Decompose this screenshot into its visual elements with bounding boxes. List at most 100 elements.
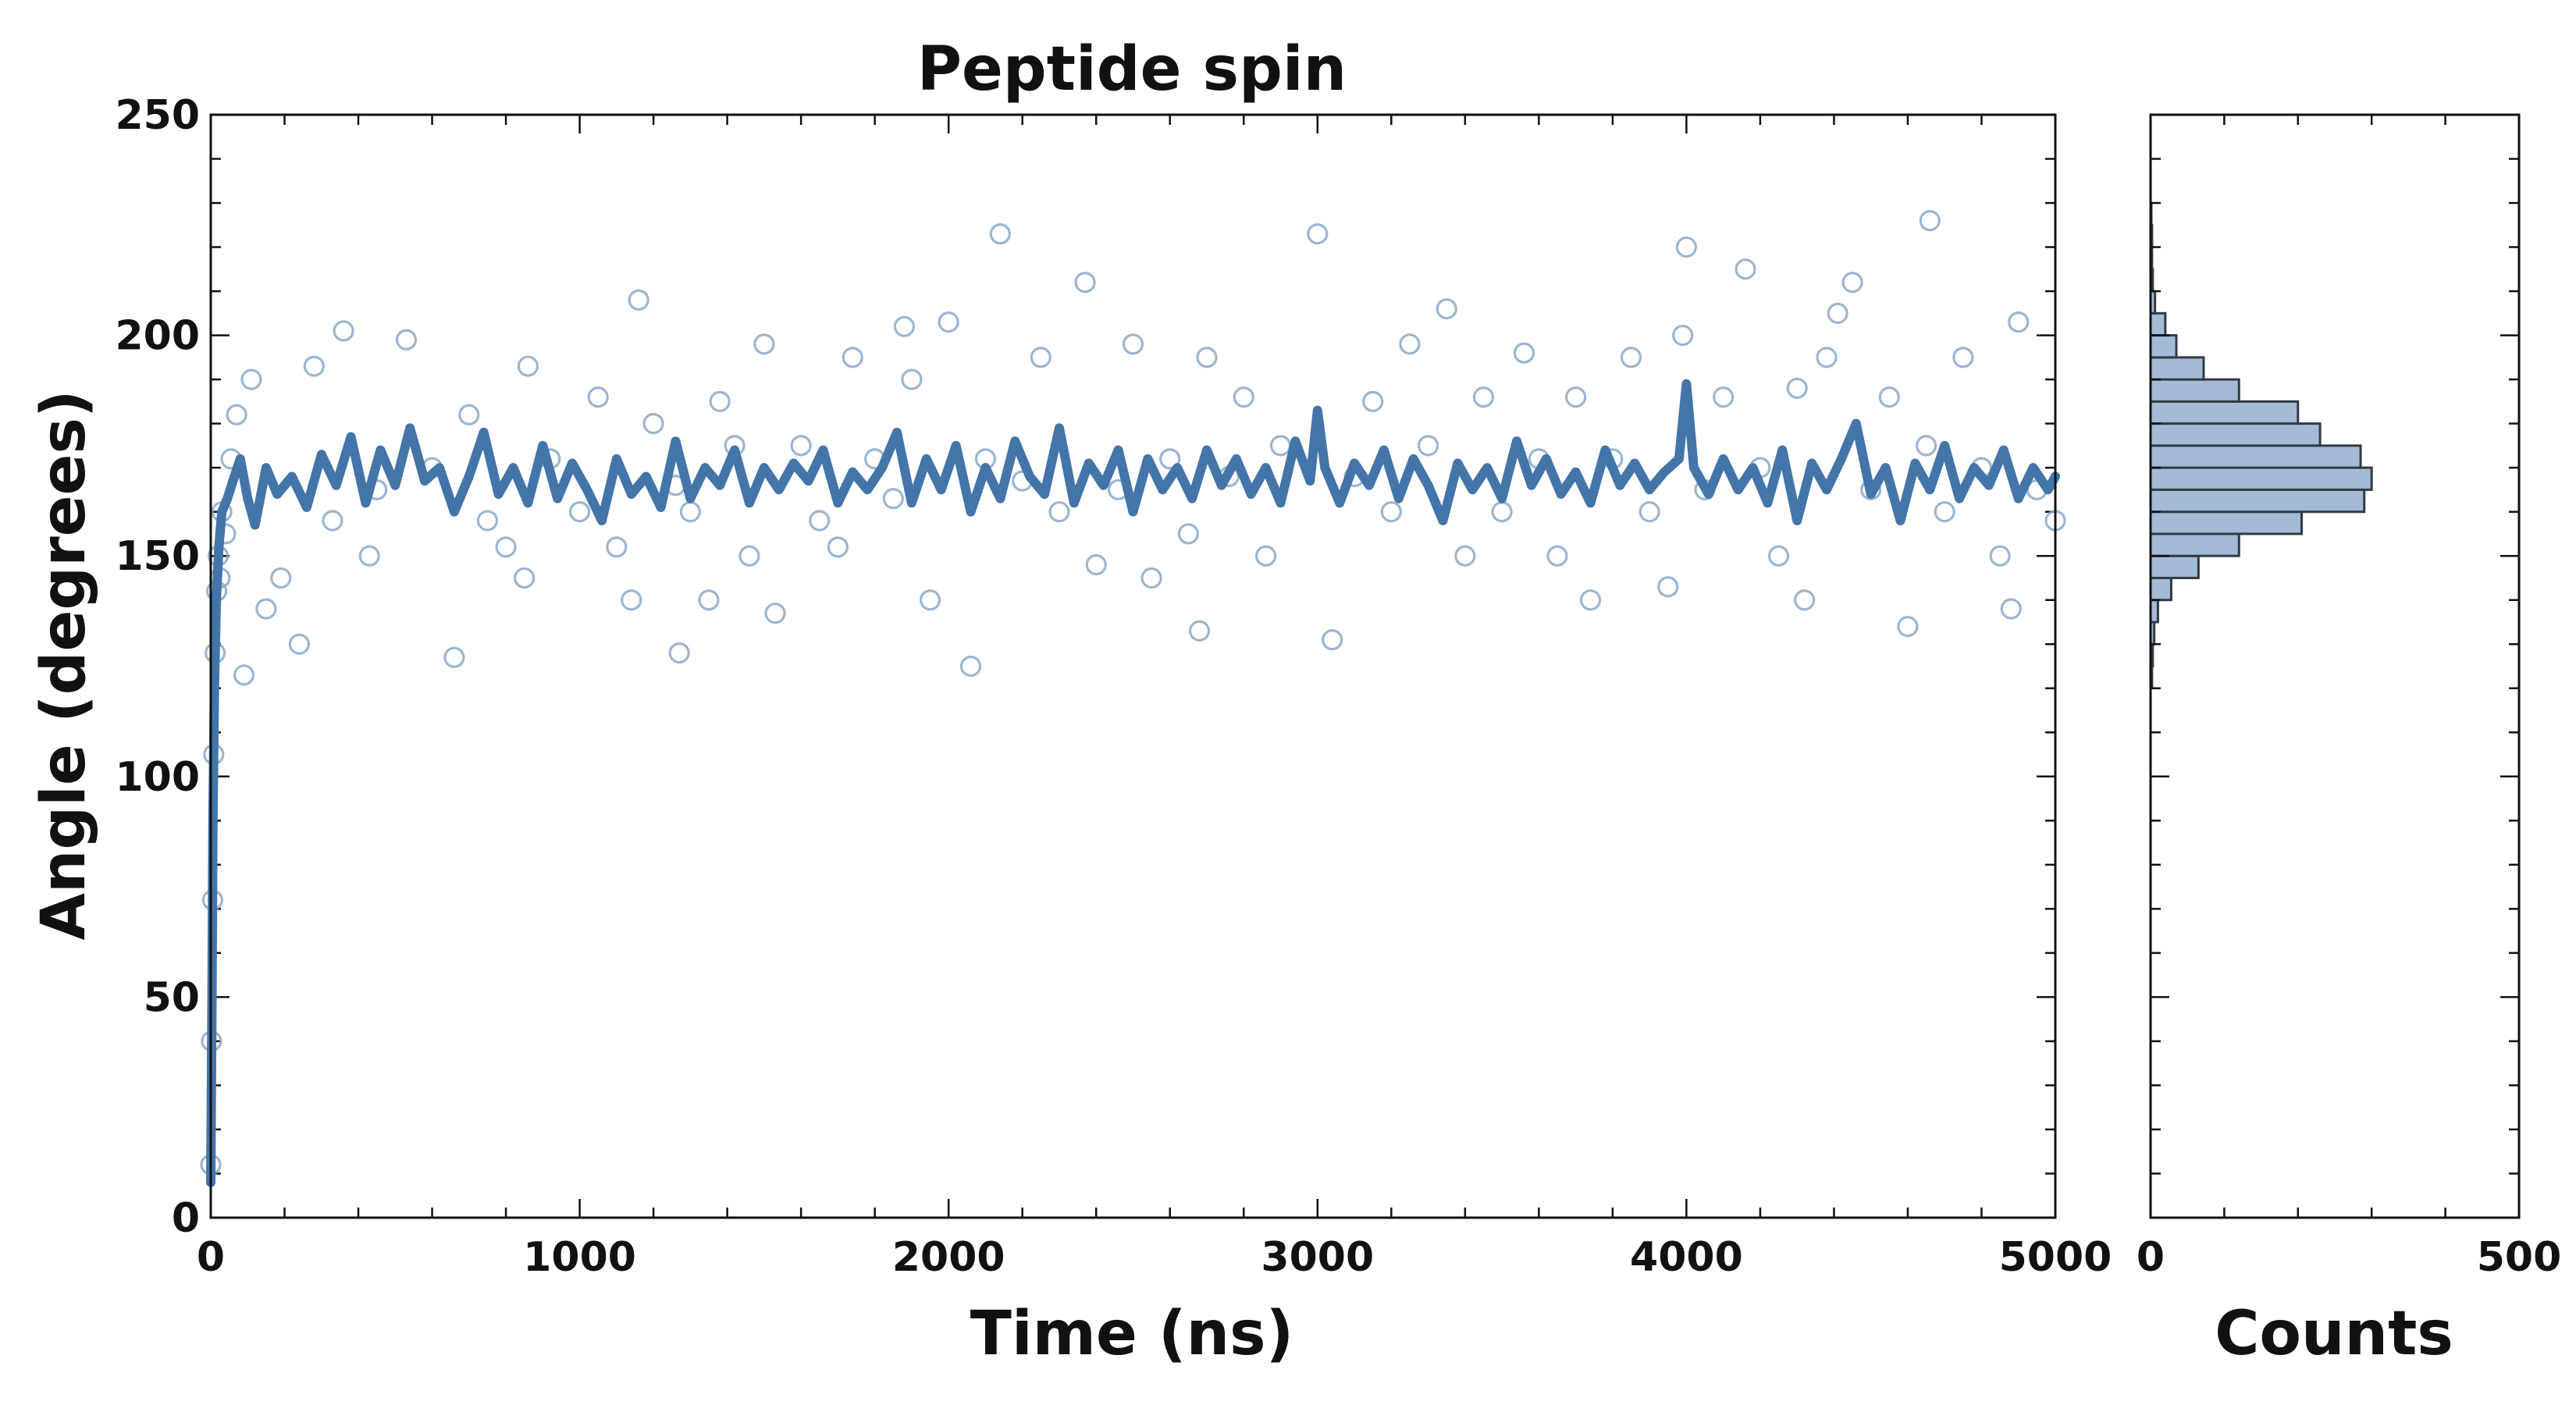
scatter-point xyxy=(443,646,465,668)
x-tick-label: 3000 xyxy=(1261,1234,1374,1281)
scatter-point xyxy=(1672,325,1694,347)
scatter-point xyxy=(1030,347,1051,368)
scatter-point xyxy=(458,404,480,425)
scatter-point xyxy=(1827,302,1848,324)
histogram-bar xyxy=(2149,488,2366,514)
scatter-point xyxy=(233,664,255,686)
scatter-point xyxy=(827,536,849,558)
histogram-bars xyxy=(2149,201,2373,690)
scatter-point xyxy=(1919,210,1941,232)
scatter-point xyxy=(1269,435,1292,457)
histogram-bar xyxy=(2149,422,2322,447)
y-tick-label: 50 xyxy=(144,974,200,1021)
running-average xyxy=(206,379,2060,1187)
scatter-point xyxy=(1085,553,1107,576)
scatter-point xyxy=(1794,589,1816,611)
histogram-frame xyxy=(2149,113,2521,1219)
scatter-point xyxy=(1934,501,1955,523)
hist-x-axis-label: Counts xyxy=(2215,1299,2453,1369)
scatter-point xyxy=(1417,435,1439,457)
scatter-point xyxy=(1362,390,1384,412)
scatter-point xyxy=(1454,545,1476,567)
scatter-point xyxy=(1620,347,1642,368)
scatter-point xyxy=(893,315,916,337)
y-tick-label: 100 xyxy=(115,754,200,801)
x-tick-label: 0 xyxy=(197,1234,225,1281)
scatter-point xyxy=(1380,501,1402,523)
scatter-point xyxy=(606,536,628,558)
histogram-bar xyxy=(2149,554,2200,579)
scatter-point xyxy=(568,501,591,523)
scatter-point xyxy=(514,567,535,589)
scatter-point xyxy=(642,413,664,435)
scatter-point xyxy=(1233,386,1254,408)
scatter-point xyxy=(322,510,343,532)
scatter-point xyxy=(1878,386,1900,408)
scatter-point xyxy=(1177,523,1199,545)
x-tick-label: 4000 xyxy=(1630,1234,1743,1281)
hist-x-tick-label: 500 xyxy=(2477,1234,2562,1281)
histogram-bar xyxy=(2149,378,2240,403)
scatter-point xyxy=(679,501,701,523)
histogram-bar xyxy=(2149,444,2362,469)
x-tick-label: 5000 xyxy=(1999,1234,2112,1281)
scatter-point xyxy=(1399,333,1421,355)
chart-title: Peptide spin xyxy=(917,34,1347,105)
scatter-point xyxy=(1952,347,1974,368)
scatter-point xyxy=(495,536,517,558)
scatter-point xyxy=(882,488,904,510)
y-axis-label: Angle (degrees) xyxy=(29,389,99,940)
scatter-point xyxy=(989,223,1011,245)
scatter-point xyxy=(1841,272,1863,293)
scatter-point xyxy=(288,633,311,655)
scatter-point xyxy=(628,289,649,311)
histogram-bar xyxy=(2149,400,2300,425)
scatter-point xyxy=(1472,386,1495,408)
scatter-point xyxy=(1322,628,1343,651)
scatter-point xyxy=(1074,272,1096,293)
scatter-point xyxy=(1786,377,1808,400)
histogram-bar xyxy=(2149,532,2240,557)
scatter-point xyxy=(303,355,325,377)
scatter-point xyxy=(901,368,923,390)
scatter-point xyxy=(959,655,982,678)
scatter-points xyxy=(200,210,2066,1176)
average-line xyxy=(206,379,2060,1187)
histogram-bar xyxy=(2149,311,2167,337)
scatter-point xyxy=(1255,545,1277,567)
y-tick-label: 200 xyxy=(115,313,200,360)
scatter-point xyxy=(1122,333,1144,355)
scatter-point xyxy=(709,390,731,412)
scatter-point xyxy=(919,589,941,611)
scatter-point xyxy=(1188,620,1211,642)
scatter-point xyxy=(1546,545,1568,567)
histogram-bar xyxy=(2149,334,2178,359)
y-tick-label: 250 xyxy=(115,92,200,139)
scatter-point xyxy=(517,355,539,377)
scatter-point xyxy=(395,329,418,350)
scatter-point xyxy=(358,545,380,567)
scatter-point xyxy=(938,311,959,333)
scatter-point xyxy=(809,510,831,532)
scatter-point xyxy=(1513,342,1535,364)
scatter-point xyxy=(1767,545,1790,567)
scatter-point xyxy=(621,589,642,611)
scatter-point xyxy=(1196,347,1218,368)
scatter-point xyxy=(270,567,292,589)
histogram-bar xyxy=(2149,510,2304,535)
scatter-point xyxy=(668,642,690,664)
scatter-point xyxy=(1713,386,1735,408)
scatter-point xyxy=(1897,616,1919,638)
histogram-bar xyxy=(2149,576,2172,602)
scatter-point xyxy=(1638,501,1660,523)
scatter-point xyxy=(753,333,775,355)
scatter-point xyxy=(1816,347,1838,368)
x-tick-label: 1000 xyxy=(523,1234,636,1281)
scatter-point xyxy=(1436,298,1457,320)
scatter-point xyxy=(841,347,863,368)
scatter-point xyxy=(1140,567,1162,589)
scatter-point xyxy=(1657,576,1679,598)
scatter-point xyxy=(587,386,609,408)
